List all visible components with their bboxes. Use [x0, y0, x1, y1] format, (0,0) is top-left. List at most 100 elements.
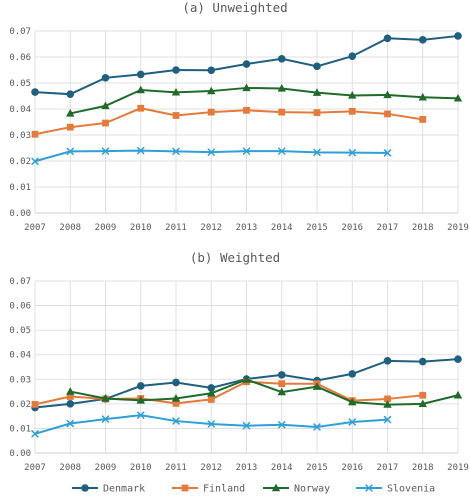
- data-point-norway-2012: [207, 388, 216, 397]
- x-tick-label: 2013: [236, 223, 258, 233]
- series-finland: [31, 104, 427, 138]
- data-point-denmark-2017: [383, 357, 392, 365]
- series-norway: [66, 375, 463, 408]
- legend-marker-symbol: [271, 483, 281, 492]
- legend-label-norway: Norway: [294, 484, 330, 495]
- data-point-norway-2016: [348, 397, 357, 406]
- data-point-denmark-2010: [136, 382, 145, 390]
- data-point-finland-2012: [207, 396, 215, 403]
- data-point-denmark-2017: [383, 34, 392, 43]
- data-point-denmark-2007: [31, 88, 39, 96]
- data-point-denmark-2013: [242, 60, 251, 68]
- data-point-slovenia-2015: [313, 148, 321, 157]
- data-point-norway-2010: [136, 396, 145, 404]
- data-point-slovenia-2015: [313, 423, 321, 431]
- data-point-norway-2013: [242, 83, 251, 92]
- y-tick-label: 0.01: [9, 424, 31, 434]
- data-point-norway-2009: [101, 101, 110, 110]
- data-point-finland-2011: [172, 399, 180, 407]
- data-point-finland-2017: [384, 110, 391, 118]
- legend-item-slovenia: Slovenia: [356, 484, 435, 495]
- x-tick-label: 2009: [95, 463, 117, 473]
- series-slovenia: [31, 146, 392, 166]
- data-point-finland-2013: [243, 106, 250, 114]
- x-tick-label: 2009: [95, 223, 117, 233]
- data-point-finland-2018: [419, 116, 427, 123]
- series-line-finland: [34, 380, 423, 406]
- data-point-denmark-2014: [277, 371, 286, 379]
- data-point-denmark-2011: [172, 378, 180, 387]
- data-point-norway-2015: [312, 382, 322, 390]
- y-tick-label: 0.03: [9, 131, 31, 141]
- series-line-norway: [70, 378, 459, 406]
- x-tick-label: 2013: [236, 463, 258, 473]
- data-point-denmark-2012: [207, 66, 216, 75]
- data-point-finland-2016: [348, 107, 356, 115]
- data-point-finland-2017: [384, 395, 391, 403]
- data-point-finland-2014: [278, 380, 286, 388]
- data-point-finland-2010: [137, 104, 145, 112]
- panel-unweighted-title: (a) Unweighted: [182, 0, 287, 15]
- series-line-norway: [70, 86, 459, 115]
- legend: Denmark Finland Norway Slovenia: [72, 484, 435, 495]
- data-point-denmark-2016: [348, 370, 357, 378]
- y-tick-label: 0.02: [9, 157, 31, 167]
- data-point-slovenia-2009: [101, 415, 110, 424]
- data-point-slovenia-2017: [383, 415, 392, 424]
- data-point-slovenia-2014: [277, 420, 286, 429]
- data-point-denmark-2008: [66, 400, 75, 408]
- x-tick-label: 2007: [24, 223, 46, 233]
- data-point-slovenia-2013: [242, 147, 251, 156]
- data-point-norway-2019: [453, 93, 463, 102]
- legend-marker-denmark: [72, 484, 98, 492]
- data-point-norway-2011: [171, 394, 181, 402]
- data-point-finland-2014: [278, 108, 286, 116]
- data-point-slovenia-2011: [172, 147, 180, 156]
- x-tick-label: 2015: [306, 463, 328, 473]
- series-denmark: [31, 32, 462, 98]
- data-point-norway-2017: [383, 90, 392, 99]
- x-tick-label: 2018: [412, 463, 434, 473]
- x-tick-label: 2017: [377, 463, 399, 473]
- data-point-slovenia-2013: [242, 421, 251, 430]
- data-point-slovenia-2011: [172, 417, 180, 425]
- data-point-norway-2017: [383, 400, 392, 408]
- data-point-slovenia-2016: [348, 418, 357, 426]
- data-point-norway-2008: [66, 109, 75, 117]
- data-point-denmark-2018: [418, 36, 427, 44]
- legend-item-finland: Finland: [172, 484, 245, 495]
- y-tick-label: 0.00: [9, 449, 31, 459]
- y-tick-label: 0.02: [9, 400, 31, 410]
- data-point-norway-2018: [418, 92, 427, 101]
- data-point-finland-2011: [172, 112, 180, 119]
- data-point-denmark-2010: [136, 70, 145, 79]
- data-point-finland-2007: [31, 400, 39, 408]
- data-point-denmark-2009: [101, 74, 110, 82]
- data-point-slovenia-2008: [66, 419, 75, 428]
- data-point-norway-2009: [101, 394, 110, 402]
- x-tick-label: 2012: [200, 223, 222, 233]
- x-tick-label: 2010: [130, 223, 152, 233]
- data-point-norway-2014: [277, 84, 286, 92]
- data-point-slovenia-2016: [348, 148, 357, 157]
- legend-marker-symbol: [181, 484, 189, 492]
- data-point-slovenia-2012: [207, 148, 216, 157]
- data-point-slovenia-2014: [277, 147, 286, 156]
- data-point-norway-2014: [277, 387, 286, 396]
- y-tick-label: 0.05: [9, 326, 31, 336]
- legend-label-slovenia: Slovenia: [387, 484, 435, 495]
- x-tick-label: 2012: [200, 463, 222, 473]
- x-tick-label: 2007: [24, 463, 46, 473]
- x-tick-label: 2019: [447, 463, 469, 473]
- data-point-finland-2018: [419, 391, 427, 399]
- x-tick-label: 2010: [130, 463, 152, 473]
- data-point-norway-2019: [453, 390, 463, 399]
- legend-marker-symbol: [81, 484, 89, 492]
- x-tick-label: 2008: [59, 463, 81, 473]
- legend-label-denmark: Denmark: [103, 484, 145, 495]
- x-tick-label: 2016: [341, 463, 363, 473]
- data-point-denmark-2011: [172, 66, 180, 74]
- data-point-norway-2010: [136, 85, 145, 94]
- x-tick-label: 2017: [377, 223, 399, 233]
- series-line-finland: [34, 107, 423, 136]
